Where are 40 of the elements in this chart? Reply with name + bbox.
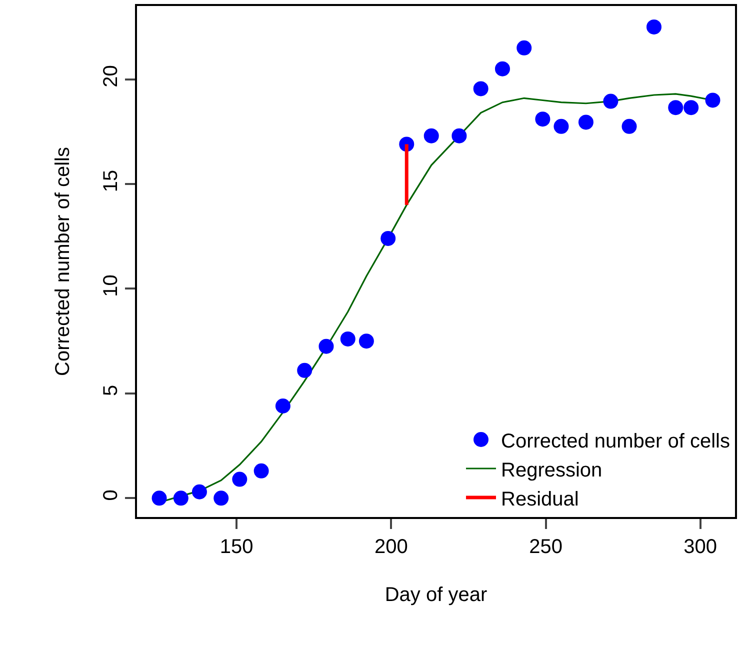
legend-label: Residual <box>501 488 579 510</box>
point <box>173 490 188 506</box>
point <box>684 100 699 116</box>
point <box>297 362 312 378</box>
y-tick-label: 10 <box>100 274 122 297</box>
point <box>214 490 229 506</box>
y-tick-label: 5 <box>100 384 122 396</box>
x-axis-title: Day of year <box>384 584 488 606</box>
legend-label: Regression <box>501 459 602 482</box>
point <box>232 472 248 487</box>
y-tick-label: 20 <box>100 65 122 88</box>
point <box>578 114 594 130</box>
point <box>473 81 488 96</box>
point <box>254 463 269 478</box>
point <box>622 118 637 134</box>
point <box>358 334 374 349</box>
point <box>152 490 167 506</box>
y-tick-label: 0 <box>100 490 122 501</box>
x-tick-label: 150 <box>220 536 254 558</box>
point <box>340 331 356 346</box>
point <box>380 230 396 246</box>
point <box>424 128 439 144</box>
point <box>516 40 532 56</box>
point <box>705 92 720 108</box>
x-tick-label: 250 <box>529 536 562 558</box>
point <box>192 484 207 500</box>
legend-label: Corrected number of cells <box>501 430 730 452</box>
point <box>554 118 569 134</box>
x-tick-label: 300 <box>684 536 718 558</box>
y-axis-title: Corrected number of cells <box>52 147 74 376</box>
point <box>603 94 618 109</box>
point <box>452 128 467 144</box>
point <box>494 61 510 76</box>
x-tick-label: 200 <box>374 536 408 558</box>
point <box>275 398 290 414</box>
point <box>646 19 662 34</box>
point <box>535 112 550 127</box>
point <box>318 338 334 354</box>
point <box>668 100 684 116</box>
y-tick-label: 15 <box>100 170 122 192</box>
